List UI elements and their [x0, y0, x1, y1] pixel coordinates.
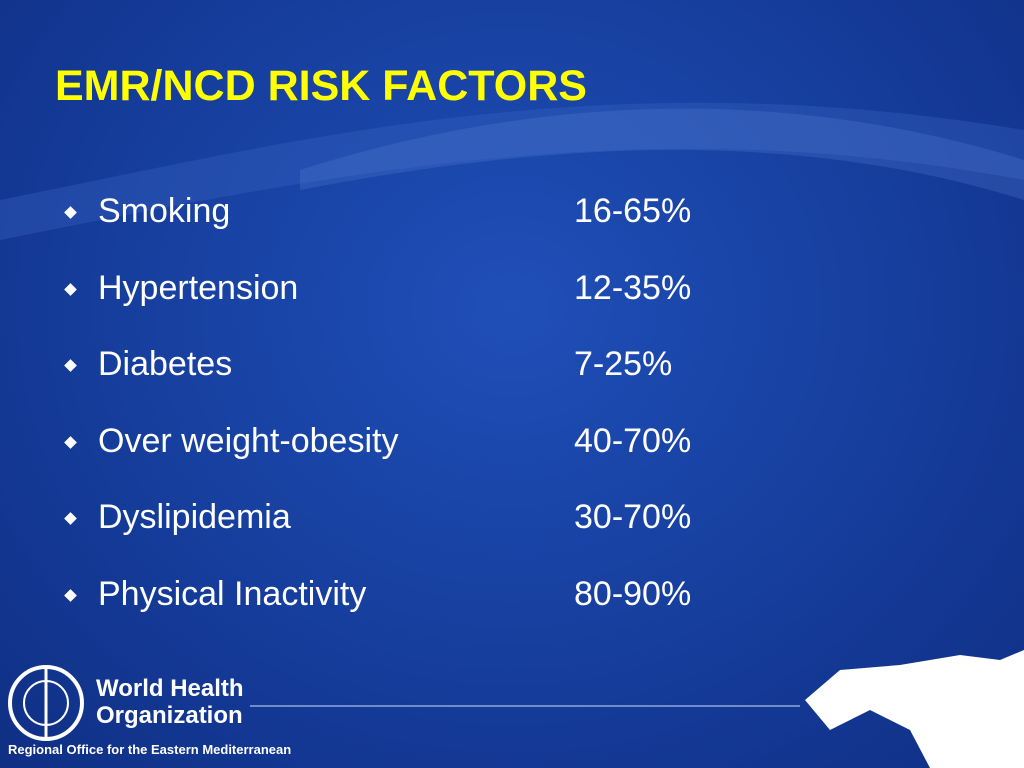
- risk-label: Dyslipidemia: [98, 498, 291, 536]
- risk-label: Hypertension: [98, 268, 299, 307]
- risk-value: 16-65%: [574, 192, 692, 230]
- risk-label: Diabetes: [98, 345, 233, 383]
- org-name: World Health Organization: [96, 675, 244, 729]
- org-subtitle: Regional Office for the Eastern Mediterr…: [8, 742, 292, 757]
- risk-value: 80-90%: [574, 574, 692, 613]
- risk-label: Physical Inactivity: [98, 574, 367, 613]
- org-name-line: Organization: [96, 702, 243, 729]
- org-name-line: World Health: [96, 675, 244, 702]
- risk-label: Over weight-obesity: [98, 421, 399, 460]
- risk-value: 7-25%: [574, 345, 673, 383]
- risk-value: 30-70%: [574, 498, 692, 536]
- risk-value: 40-70%: [574, 421, 692, 460]
- slide-title: EMR/NCD RISK FACTORS: [55, 62, 587, 110]
- risk-value: 12-35%: [574, 268, 692, 307]
- risk-label: Smoking: [98, 192, 231, 230]
